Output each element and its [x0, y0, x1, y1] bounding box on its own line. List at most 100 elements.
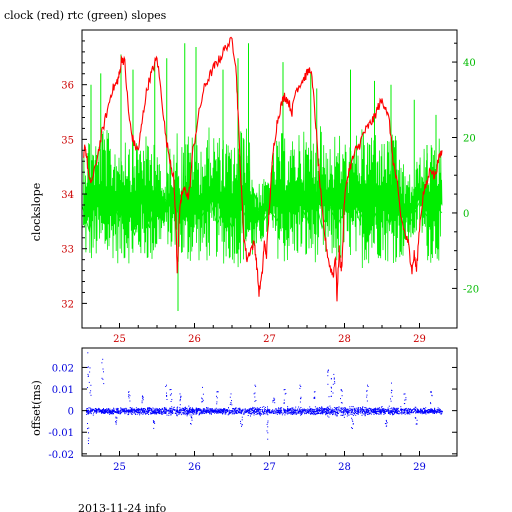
offset-outlier-point	[333, 378, 335, 380]
offset-point	[105, 409, 106, 411]
offset-point	[140, 411, 142, 413]
offset-outlier-point	[169, 389, 171, 391]
offset-point	[275, 408, 277, 410]
offset-point	[384, 410, 386, 412]
offset-point	[300, 410, 302, 412]
offset-point	[207, 407, 209, 409]
offset-point	[205, 410, 207, 412]
offset-point	[206, 407, 208, 408]
offset-point	[322, 413, 324, 415]
offset-point	[305, 411, 307, 413]
offset-point	[357, 407, 359, 409]
offset-point	[220, 410, 222, 412]
offset-point	[249, 410, 251, 412]
offset-point	[224, 411, 226, 413]
offset-point	[127, 411, 129, 413]
offset-point	[237, 410, 239, 412]
offset-point	[185, 410, 187, 412]
offset-outlier-point	[202, 393, 204, 395]
offset-outlier-point	[180, 395, 182, 397]
offset-point	[158, 410, 160, 412]
offset-outlier-point	[332, 383, 334, 385]
offset-point	[129, 411, 131, 413]
offset-point	[148, 410, 149, 412]
offset-point	[380, 406, 382, 408]
offset-outlier-point	[166, 395, 167, 397]
offset-point	[398, 410, 400, 412]
offset-point	[264, 409, 266, 410]
offset-point	[292, 407, 294, 409]
offset-point	[317, 413, 319, 414]
offset-point	[377, 408, 379, 410]
offset-point	[280, 408, 282, 410]
offset-point	[251, 413, 253, 415]
offset-point	[94, 410, 96, 412]
offset-point	[325, 413, 327, 414]
offset-point	[224, 408, 226, 410]
offset-point	[325, 408, 327, 409]
offset-point	[177, 406, 179, 408]
offset-point	[325, 409, 327, 411]
offset-point	[170, 412, 172, 413]
offset-point	[311, 411, 313, 412]
offset-point	[176, 407, 178, 409]
offset-outlier-point	[366, 390, 368, 392]
offset-point	[298, 406, 300, 408]
offset-point	[287, 409, 289, 410]
offset-outlier-point	[166, 399, 168, 400]
offset-point	[396, 409, 398, 411]
offset-outlier-point	[391, 389, 392, 391]
offset-point	[431, 408, 433, 410]
offset-point	[405, 408, 406, 410]
offset-outlier-point	[267, 438, 269, 440]
bottom-x-tick-label: 27	[263, 462, 276, 473]
offset-point	[206, 409, 208, 411]
offset-point	[290, 413, 292, 415]
offset-point	[425, 411, 426, 412]
offset-outlier-point	[241, 416, 243, 418]
offset-point	[110, 412, 111, 414]
offset-outlier-point	[216, 391, 218, 393]
offset-point	[389, 410, 391, 412]
offset-point	[351, 409, 353, 411]
offset-point	[108, 411, 110, 413]
offset-point	[348, 410, 350, 412]
offset-point	[403, 409, 405, 411]
offset-point	[235, 407, 237, 409]
offset-point	[406, 410, 408, 412]
offset-point	[229, 411, 231, 413]
offset-point	[204, 410, 206, 412]
offset-point	[371, 411, 373, 413]
offset-point	[250, 411, 252, 412]
offset-point	[200, 412, 202, 414]
offset-point	[333, 413, 335, 415]
offset-point	[212, 410, 214, 412]
offset-point	[216, 412, 218, 414]
offset-point	[419, 408, 421, 410]
offset-point	[419, 410, 421, 412]
offset-point	[258, 412, 260, 414]
offset-point	[417, 409, 419, 410]
offset-point	[171, 408, 173, 410]
offset-point	[191, 408, 193, 410]
offset-point	[166, 410, 168, 412]
offset-point	[304, 410, 306, 411]
offset-point	[195, 413, 197, 415]
offset-point	[361, 412, 363, 414]
offset-point	[120, 409, 122, 411]
offset-point	[419, 412, 421, 414]
offset-point	[102, 412, 103, 414]
offset-point	[262, 412, 264, 414]
offset-point	[316, 410, 318, 412]
offset-point	[307, 412, 309, 413]
offset-point	[202, 412, 204, 414]
offset-point	[256, 410, 258, 412]
offset-point	[300, 407, 302, 408]
offset-point	[430, 411, 432, 413]
offset-point	[351, 409, 353, 411]
offset-point	[155, 409, 157, 411]
offset-outlier-point	[390, 398, 391, 400]
offset-point	[147, 412, 148, 414]
offset-point	[143, 410, 145, 412]
offset-point	[148, 412, 150, 414]
